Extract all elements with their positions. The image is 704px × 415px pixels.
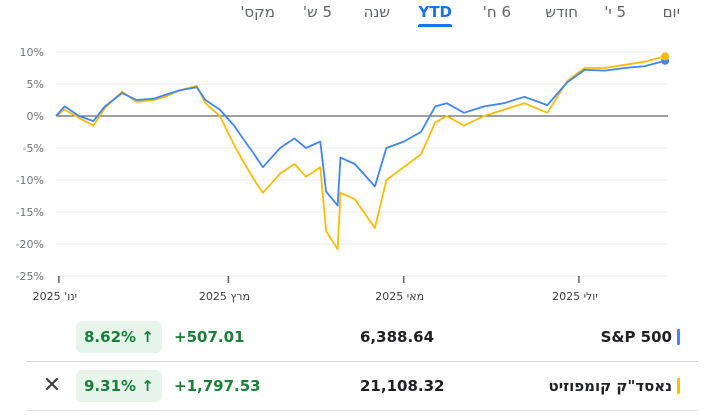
tab-year[interactable]: שנה bbox=[363, 3, 390, 21]
index-price: 6,388.64 bbox=[360, 328, 435, 346]
tab-month[interactable]: חודש bbox=[545, 3, 578, 21]
y-tick-label: -10% bbox=[16, 174, 44, 187]
index-change: +507.01 bbox=[174, 328, 245, 346]
series-color-bar-nasdaq bbox=[677, 378, 680, 394]
y-tick-label: 5% bbox=[27, 78, 44, 91]
y-tick-label: 10% bbox=[20, 46, 44, 59]
percent-change-badge: 8.62% ↑ bbox=[76, 321, 162, 353]
y-tick-label: -25% bbox=[16, 270, 44, 283]
arrow-up-icon: ↑ bbox=[141, 377, 154, 395]
index-change: +1,797.53 bbox=[174, 377, 261, 395]
series-color-bar-sp500 bbox=[677, 329, 680, 345]
series-line-nasdaq bbox=[55, 55, 666, 251]
y-tick-label: -15% bbox=[16, 206, 44, 219]
index-name: S&P 500 bbox=[600, 328, 672, 346]
x-tick-label: ינו' 2025 bbox=[33, 290, 77, 303]
tab-6-months[interactable]: 6 ח' bbox=[482, 3, 511, 21]
index-name: נאסד"ק קומפוזיט bbox=[548, 377, 673, 395]
x-tick-label: מרץ 2025 bbox=[199, 290, 250, 303]
y-tick-label: -20% bbox=[16, 238, 44, 251]
y-tick-label: 0% bbox=[27, 110, 44, 123]
y-tick-label: -5% bbox=[23, 142, 44, 155]
time-range-tabs: יום 5 י' חודש 6 ח' YTD שנה 5 ש' מקס' bbox=[0, 0, 704, 30]
percent-change-badge: 9.31% ↑ bbox=[76, 370, 162, 402]
close-icon[interactable]: ✕ bbox=[42, 373, 62, 398]
legend-row-sp500[interactable]: S&P 500 6,388.64 +507.01 8.62% ↑ bbox=[26, 313, 698, 362]
percent-change-value: 9.31% bbox=[84, 377, 137, 395]
series-line-sp500 bbox=[55, 59, 666, 207]
tab-5-days[interactable]: 5 י' bbox=[604, 3, 626, 21]
active-tab-indicator bbox=[418, 24, 452, 27]
index-price: 21,108.32 bbox=[360, 377, 445, 395]
series-end-marker-nasdaq bbox=[661, 52, 670, 61]
tab-5-years[interactable]: 5 ש' bbox=[302, 3, 332, 21]
comparison-line-chart: 10% 5% 0% -5% -10% -15% -20% -25% ינו' 2025 מרץ 2… bbox=[16, 46, 670, 303]
percent-change-value: 8.62% bbox=[84, 328, 137, 346]
tab-max[interactable]: מקס' bbox=[240, 3, 275, 21]
tab-ytd[interactable]: YTD bbox=[418, 3, 452, 27]
tab-day[interactable]: יום bbox=[662, 3, 680, 21]
x-tick-label: יולי 2025 bbox=[552, 290, 598, 303]
x-tick-label: מאי 2025 bbox=[375, 290, 424, 303]
arrow-up-icon: ↑ bbox=[141, 328, 154, 346]
legend-row-nasdaq[interactable]: נאסד"ק קומפוזיט 21,108.32 +1,797.53 9.31… bbox=[26, 362, 698, 411]
